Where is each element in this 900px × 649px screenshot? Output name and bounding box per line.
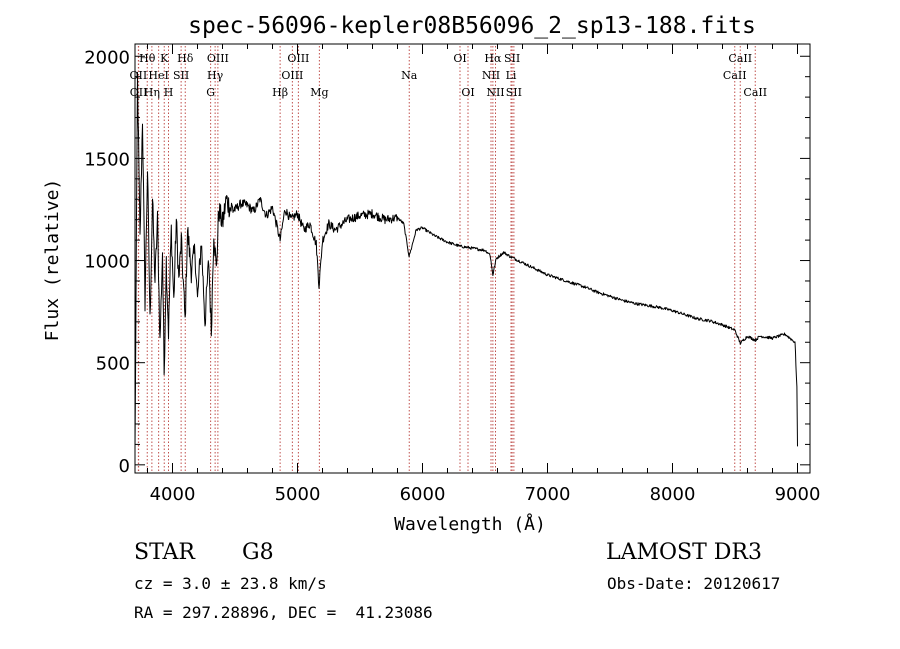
line-label: Hα (484, 52, 502, 65)
emission-line-labels: OII OII Hθ Hη HeI K H SII Hδ G Hγ OIII Hβ OIII OIII Mg N… (130, 52, 768, 99)
spectrum-line (134, 71, 798, 449)
chart-title: spec-56096-kepler08B56096_2_sp13-188.fit… (188, 13, 756, 39)
line-label: SII (506, 86, 522, 99)
object-class: STAR (134, 540, 195, 565)
line-label: OII (130, 69, 148, 82)
line-label: CaII (728, 52, 752, 65)
redshift-text: cz = 3.0 ± 23.8 km/s (134, 574, 327, 593)
line-label: OI (453, 52, 466, 65)
line-label: Mg (310, 86, 328, 99)
y-tick-label: 500 (96, 354, 130, 375)
spectral-subclass: G8 (242, 540, 274, 565)
obs-date: Obs-Date: 20120617 (607, 574, 781, 593)
line-label: Hγ (207, 69, 224, 82)
spectrum-chart: spec-56096-kepler08B56096_2_sp13-188.fit… (42, 13, 820, 535)
line-label: Na (401, 69, 418, 82)
line-label: Hδ (177, 52, 194, 65)
line-label: K (160, 52, 169, 65)
y-tick-label: 2000 (84, 47, 130, 68)
line-label: OIII (287, 52, 309, 65)
line-label: OIII (281, 69, 303, 82)
line-label: Hθ (139, 52, 156, 65)
plot-frame (134, 43, 811, 474)
axes: 4000 5000 6000 7000 8000 9000 0 500 1000 1500 2000 (84, 44, 820, 505)
x-tick-label: 4000 (150, 484, 196, 505)
survey-name: LAMOST DR3 (606, 540, 762, 565)
line-label: G (206, 86, 215, 99)
line-label: NII (482, 69, 500, 82)
line-label: SII (173, 69, 189, 82)
x-tick-label: 8000 (650, 484, 696, 505)
line-label: OII (130, 86, 148, 99)
line-label: NII (486, 86, 504, 99)
y-tick-label: 0 (119, 456, 130, 477)
x-tick-label: 6000 (400, 484, 446, 505)
y-tick-label: 1000 (84, 252, 130, 273)
y-tick-label: 1500 (84, 149, 130, 170)
x-tick-label: 9000 (775, 484, 821, 505)
line-label: H (164, 86, 174, 99)
line-label: HeI (148, 69, 168, 82)
y-axis-label: Flux (relative) (42, 179, 63, 342)
coordinates-text: RA = 297.28896, DEC = 41.23086 (134, 603, 433, 622)
line-label: Hη (144, 86, 160, 99)
line-label: OIII (207, 52, 229, 65)
emission-line-markers (137, 46, 756, 473)
x-axis-label: Wavelength (Å) (394, 513, 546, 535)
line-label: Li (506, 69, 517, 82)
spectrum-layer (134, 71, 798, 449)
line-label: SII (504, 52, 520, 65)
x-tick-label: 5000 (275, 484, 321, 505)
line-label: CaII (723, 69, 747, 82)
line-label: Hβ (272, 86, 288, 99)
x-tick-label: 7000 (525, 484, 571, 505)
line-label: OI (461, 86, 474, 99)
line-label: CaII (743, 86, 767, 99)
